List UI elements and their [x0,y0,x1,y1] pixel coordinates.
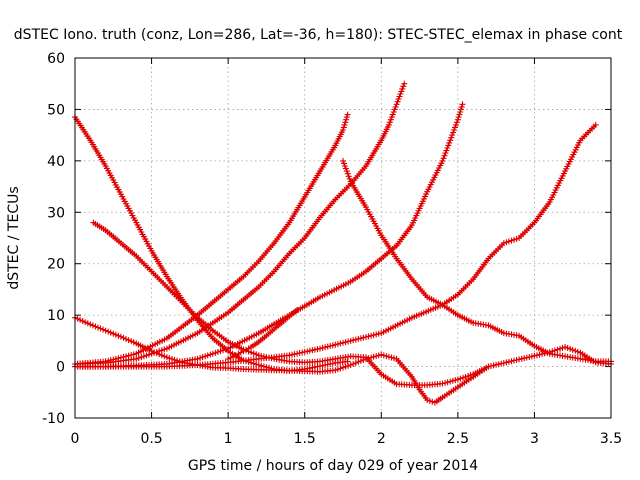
plot-frame [74,57,612,419]
x-tick-label: 1.5 [294,431,316,447]
grid [75,58,611,418]
series-sat-b [90,219,492,389]
x-tick-label: 3.5 [600,431,622,447]
y-tick-label: 50 [47,102,65,118]
series-sat-i [225,307,301,362]
series-line [75,124,597,368]
x-axis: 0 0.5 1 1.5 2 2.5 3 3.5 [71,58,622,447]
x-tick-label: 2 [377,431,386,447]
series-sat-e [72,111,351,367]
y-tick-label: 30 [47,205,65,221]
x-tick-label: 3 [530,431,539,447]
y-tick-label: 60 [47,51,65,67]
series-line [93,221,489,386]
series-sat-f [72,101,466,370]
chart-title: dSTEC Iono. truth (conz, Lon=286, Lat=-3… [14,27,623,43]
y-axis-label: dSTEC / TECUs [6,186,22,289]
x-tick-label: 0.5 [140,431,162,447]
series-sat-d [72,80,408,367]
x-axis-label: GPS time / hours of day 029 of year 2014 [188,458,478,474]
series-markers [72,101,466,370]
y-tick-label: -10 [42,411,65,427]
series-line [74,83,405,365]
x-tick-label: 1 [224,431,233,447]
y-tick-label: 0 [56,360,65,376]
x-tick-label: 2.5 [447,431,469,447]
series-sat-h [340,157,614,365]
y-tick-label: 20 [47,257,65,273]
y-axis: -10 0 10 20 30 40 50 60 [42,51,611,427]
x-tick-label: 0 [71,431,80,447]
series-markers [72,80,408,367]
y-tick-label: 10 [47,308,65,324]
series-markers [340,157,614,365]
series-markers [225,307,301,362]
series-group [72,80,614,406]
series-markers [90,219,492,389]
y-tick-label: 40 [47,154,65,170]
